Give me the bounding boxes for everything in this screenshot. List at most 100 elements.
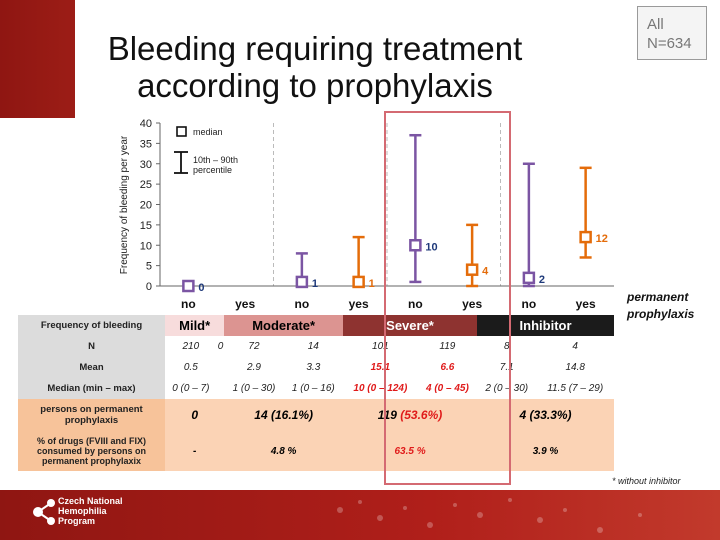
persons-severe-count: 119: [377, 408, 401, 422]
cell: 0: [165, 399, 225, 431]
median-marker: [465, 263, 479, 276]
median-value-label: 0: [198, 282, 204, 294]
legend-median-icon: [176, 126, 187, 137]
header-background: [75, 0, 720, 118]
chart-marks: 0 1 1 10 4 2 12: [182, 133, 608, 294]
y-tick-label: 30: [140, 159, 152, 171]
y-tick-label: 15: [140, 220, 152, 232]
footer-logo-text: Czech National Hemophilia Program: [58, 496, 123, 526]
table-row-median: Median (min – max) 0 (0 – 7) 1 (0 – 30) …: [18, 378, 614, 399]
table-row-drugs: % of drugs (FVIII and FIX) consumed by p…: [18, 431, 614, 471]
cell: 14.8: [565, 362, 585, 373]
group-mild: Mild*: [165, 315, 225, 336]
statistics-table: Frequency of bleeding Mild* Moderate* Se…: [18, 315, 614, 471]
table-row-persons: persons on permanent prophylaxis 0 14 (1…: [18, 399, 614, 431]
x-category-label: yes: [462, 297, 482, 311]
logo-line-1: Czech National: [58, 496, 123, 506]
cell: 15.1: [370, 362, 391, 373]
x-category-label: yes: [235, 297, 255, 311]
permanent-line-1: permanent: [627, 290, 689, 304]
row-label-n: N: [18, 336, 165, 357]
cell: 0 (0 – 7): [172, 383, 210, 394]
cell: 4 (0 – 45): [425, 383, 469, 394]
median-marker: [579, 230, 592, 244]
x-category-label: no: [408, 297, 423, 311]
cell: 72: [248, 341, 260, 352]
median-value-label: 1: [369, 278, 375, 290]
x-category-label: no: [181, 297, 196, 311]
slide-title: Bleeding requiring treatment according t…: [85, 30, 545, 104]
x-category-label: no: [295, 297, 310, 311]
group-header-row: Frequency of bleeding Mild* Moderate* Se…: [18, 315, 614, 336]
cell: 4 (33.3%): [477, 399, 614, 431]
logo-line-2: Hemophilia: [58, 506, 107, 516]
cell: 101: [372, 341, 389, 352]
row-label-drugs: % of drugs (FVIII and FIX) consumed by p…: [18, 431, 165, 471]
y-tick-label: 0: [146, 281, 152, 293]
title-line-2: according to prophylaxis: [137, 67, 493, 104]
group-inhibitor: Inhibitor: [477, 315, 614, 336]
cell: -: [165, 431, 225, 471]
median-marker: [409, 239, 422, 252]
table-row-n: N 210 0 72 14 101 119 8 4: [18, 336, 614, 357]
median-value-label: 10: [425, 241, 437, 253]
severe-highlight-box: [384, 111, 511, 485]
median-value-label: 4: [482, 266, 489, 278]
cell: 3.9 %: [477, 431, 614, 471]
footnote: * without inhibitor: [612, 476, 681, 486]
cell: 10 (0 – 124): [353, 383, 408, 394]
cell: 4.8 %: [224, 431, 343, 471]
y-tick-label: 20: [140, 200, 152, 212]
legend-range-line-1: 10th – 90th: [193, 155, 239, 165]
median-marker: [352, 275, 365, 289]
cell: 2 (0 – 30): [485, 383, 529, 394]
cell: 119: [439, 341, 456, 352]
cell: 3.3: [306, 362, 321, 373]
y-axis-label: Frequency of bleeding per year: [119, 135, 130, 274]
logo-line-3: Program: [58, 516, 96, 526]
y-tick-label: 25: [140, 179, 152, 191]
cell: 14: [307, 341, 319, 352]
footer-band: [0, 490, 720, 540]
chart-gridlines: [273, 123, 501, 286]
y-tick-label: 10: [140, 240, 152, 252]
sample-size-badge: All N=634: [637, 6, 707, 60]
median-range-chart: 0 5 10 15 20 25 30 35 40 no yes no yes no yes no yes 0 1 1…: [119, 118, 614, 311]
legend-range-icon: [174, 151, 188, 174]
title-line-1: Bleeding requiring treatment: [107, 30, 523, 67]
median-marker: [182, 279, 195, 293]
x-category-label: yes: [576, 297, 596, 311]
row-label-mean: Mean: [18, 357, 165, 378]
row-label-median: Median (min – max): [18, 378, 165, 399]
badge-line-2: N=634: [647, 35, 692, 52]
row-label-persons: persons on permanent prophylaxis: [18, 399, 165, 431]
y-tick-label: 40: [140, 118, 152, 130]
cell: [217, 378, 225, 399]
footer-dots: [337, 498, 642, 533]
y-tick-label: 5: [146, 261, 152, 273]
cell: 1 (0 – 30): [232, 383, 276, 394]
legend-range-line-2: percentile: [193, 165, 233, 175]
legend-median-text: median: [193, 127, 223, 137]
cell: 6.6: [440, 362, 455, 373]
cell: 14 (16.1%): [224, 399, 343, 431]
x-category-label: yes: [349, 297, 369, 311]
badge-line-1: All: [647, 16, 664, 33]
cell: 63.5 %: [342, 431, 478, 471]
legend-range-text: 10th – 90th percentile: [193, 155, 238, 175]
y-tick-label: 35: [140, 138, 152, 150]
permanent-prophylaxis-label: permanent prophylaxis: [627, 289, 694, 323]
permanent-line-2: prophylaxis: [627, 307, 695, 321]
cell: [217, 357, 225, 378]
median-marker: [295, 275, 309, 289]
cell: 8: [503, 341, 510, 352]
cell: 119 (53.6%): [342, 399, 478, 431]
row-label-frequency: Frequency of bleeding: [18, 315, 165, 336]
median-value-label: 12: [596, 233, 608, 245]
median-value-label: 2: [539, 274, 545, 286]
cell: 7.1: [499, 362, 514, 373]
median-marker: [522, 271, 536, 285]
cell: 11.5 (7 – 29): [547, 383, 604, 394]
group-moderate: Moderate*: [224, 315, 343, 336]
